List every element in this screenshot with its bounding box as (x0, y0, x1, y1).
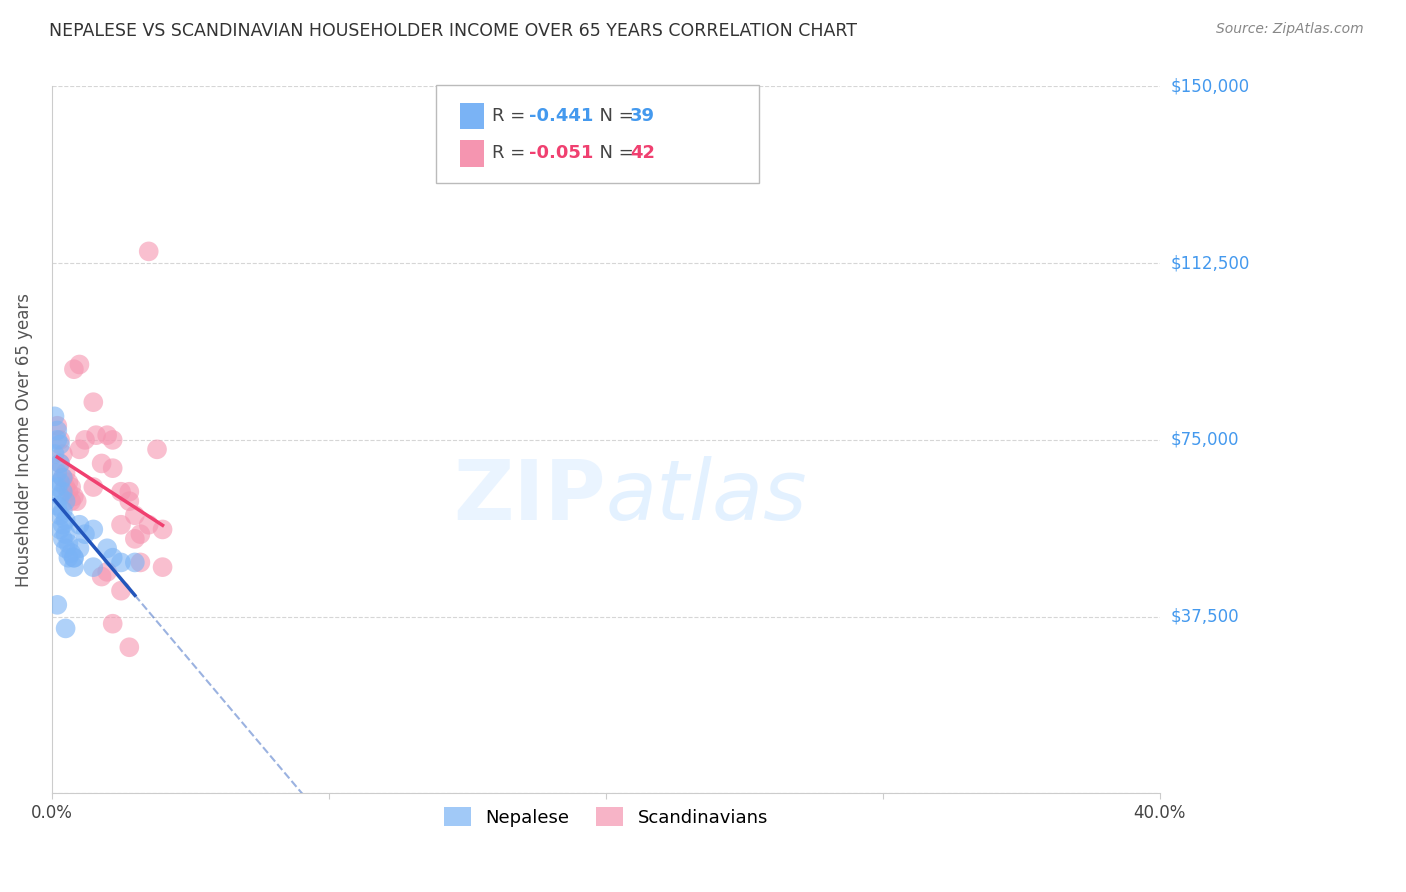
Text: Source: ZipAtlas.com: Source: ZipAtlas.com (1216, 22, 1364, 37)
Point (63, 362, 86, 376)
Point (55, 494, 77, 508)
Point (110, 583, 132, 598)
Text: R =: R = (492, 107, 531, 125)
Point (110, 556, 132, 570)
Point (138, 244, 160, 259)
Point (110, 484, 132, 499)
Point (84, 428, 107, 442)
Point (73, 527, 96, 541)
Point (44, 409, 66, 424)
Point (60, 546, 83, 560)
Point (73, 433, 96, 447)
Point (63, 560, 86, 574)
Point (63, 550, 86, 565)
Point (101, 461, 124, 475)
Point (52, 447, 75, 461)
Point (46, 499, 69, 513)
Point (124, 508, 146, 523)
Text: ZIP: ZIP (453, 456, 606, 537)
Point (49, 457, 72, 471)
Point (90, 457, 112, 471)
Point (46, 466, 69, 480)
Text: -0.051: -0.051 (529, 145, 593, 162)
Point (49, 490, 72, 504)
Point (55, 513, 77, 527)
Point (69, 541, 91, 556)
Point (58, 484, 80, 499)
Point (46, 433, 69, 447)
Point (96, 541, 118, 556)
Text: $112,500: $112,500 (1171, 254, 1250, 272)
Text: 42: 42 (630, 145, 655, 162)
Text: atlas: atlas (606, 456, 807, 537)
Point (49, 508, 72, 523)
Point (52, 484, 75, 499)
Point (60, 480, 83, 494)
Point (55, 527, 77, 541)
Point (146, 442, 169, 457)
Point (69, 517, 91, 532)
Point (52, 532, 75, 546)
Text: 39: 39 (630, 107, 655, 125)
Point (52, 517, 75, 532)
Point (118, 484, 141, 499)
Point (96, 565, 118, 579)
Point (118, 640, 141, 655)
Point (82, 395, 104, 409)
Point (49, 457, 72, 471)
Point (55, 541, 77, 556)
Point (90, 569, 112, 583)
Point (96, 428, 118, 442)
Point (101, 433, 124, 447)
Text: $75,000: $75,000 (1171, 431, 1240, 449)
Point (152, 523, 174, 537)
Text: -0.441: -0.441 (529, 107, 593, 125)
Text: N =: N = (588, 145, 640, 162)
Point (55, 480, 77, 494)
Point (82, 560, 104, 574)
Text: NEPALESE VS SCANDINAVIAN HOUSEHOLDER INCOME OVER 65 YEARS CORRELATION CHART: NEPALESE VS SCANDINAVIAN HOUSEHOLDER INC… (49, 22, 858, 40)
Point (129, 527, 152, 541)
Point (55, 621, 77, 635)
Point (66, 494, 89, 508)
Point (152, 560, 174, 574)
Point (55, 466, 77, 480)
Point (52, 503, 75, 517)
Point (69, 442, 91, 457)
Y-axis label: Householder Income Over 65 years: Householder Income Over 65 years (15, 293, 32, 587)
Point (63, 490, 86, 504)
Point (69, 358, 91, 372)
Point (46, 418, 69, 433)
Point (110, 517, 132, 532)
Point (52, 470, 75, 484)
Text: N =: N = (588, 107, 640, 125)
Point (49, 433, 72, 447)
Point (63, 550, 86, 565)
Point (124, 556, 146, 570)
Point (60, 494, 83, 508)
Point (49, 523, 72, 537)
Text: $37,500: $37,500 (1171, 607, 1240, 625)
Point (118, 494, 141, 508)
Point (101, 550, 124, 565)
Point (52, 470, 75, 484)
Point (101, 616, 124, 631)
Point (124, 532, 146, 546)
Point (46, 424, 69, 438)
Text: R =: R = (492, 145, 531, 162)
Point (46, 598, 69, 612)
Point (58, 475, 80, 490)
Point (129, 556, 152, 570)
Point (49, 475, 72, 490)
Text: $150,000: $150,000 (1171, 78, 1250, 95)
Point (46, 480, 69, 494)
Legend: Nepalese, Scandinavians: Nepalese, Scandinavians (436, 800, 775, 834)
Point (44, 447, 66, 461)
Point (138, 517, 160, 532)
Point (49, 437, 72, 451)
Point (82, 523, 104, 537)
Point (58, 550, 80, 565)
Point (82, 480, 104, 494)
Point (58, 536, 80, 550)
